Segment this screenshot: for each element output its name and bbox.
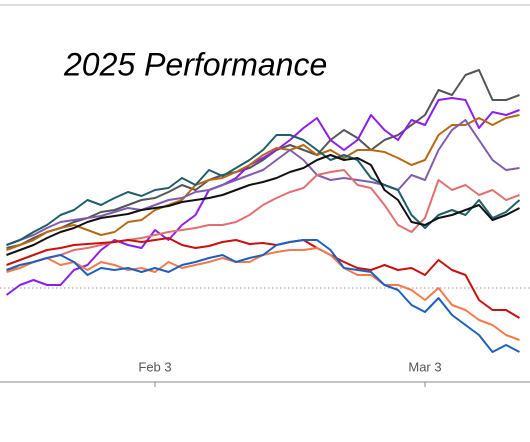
series-line (6, 154, 520, 256)
series-line (6, 69, 520, 249)
chart-title: 2025 Performance (63, 46, 327, 82)
series-line (6, 237, 521, 319)
series-line (6, 169, 520, 271)
plot-area (0, 69, 530, 353)
x-tick-label: Mar 3 (408, 359, 441, 374)
series-line (6, 239, 520, 353)
x-tick-label: Feb 3 (138, 359, 171, 374)
series-line (6, 119, 520, 246)
series-line (6, 114, 520, 251)
series-line (5, 97, 520, 296)
